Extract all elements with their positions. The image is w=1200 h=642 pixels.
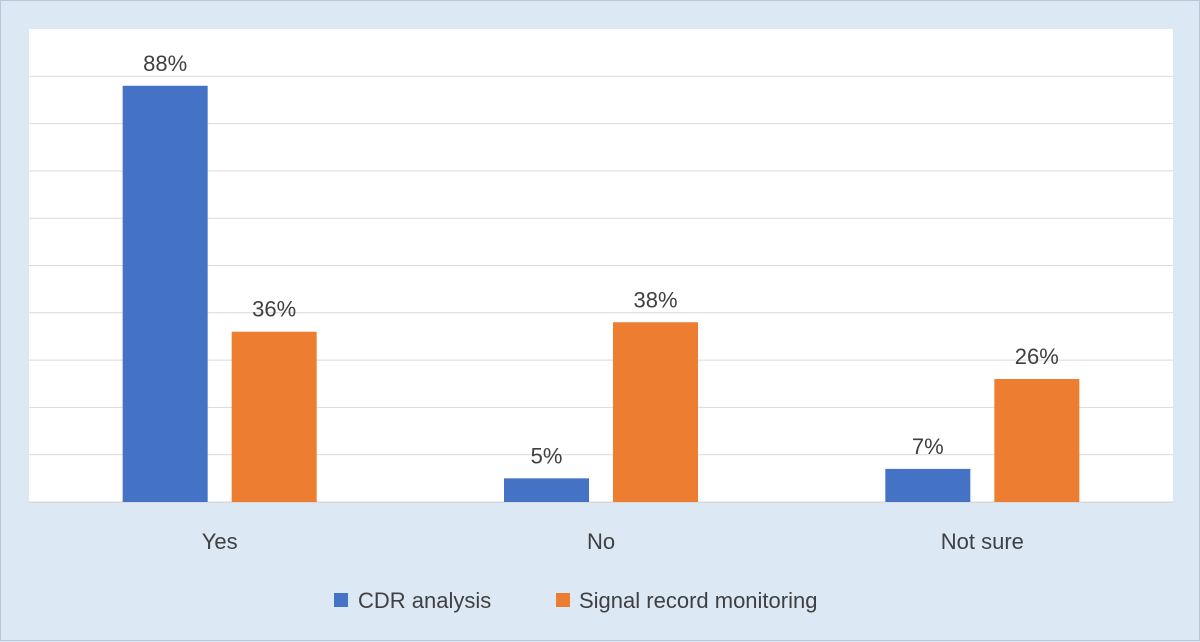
bar-cdr-analysis-not-sure [885, 468, 971, 502]
legend-label: Signal record monitoring [579, 588, 817, 613]
data-label: 36% [252, 297, 296, 322]
data-labels: 88% 36% 5% 38% 7% 26% [143, 51, 1059, 469]
legend-swatch [556, 593, 570, 607]
bar-signal-record-monitoring-no [613, 322, 698, 502]
data-label: 7% [912, 434, 944, 459]
data-label: 38% [633, 287, 677, 312]
legend-swatch [334, 593, 348, 607]
bar-cdr-analysis-yes [122, 85, 208, 502]
legend-label: CDR analysis [358, 588, 491, 613]
bar-cdr-analysis-no [504, 478, 589, 502]
gridlines [29, 75, 1173, 503]
legend: CDR analysis Signal record monitoring [334, 588, 817, 613]
x-tick-label: No [587, 529, 615, 554]
data-label: 5% [531, 443, 563, 468]
data-label: 88% [143, 51, 187, 76]
bar-signal-record-monitoring-not-sure [994, 379, 1080, 502]
x-tick-label: Yes [202, 529, 238, 554]
x-axis-tick-labels: Yes No Not sure [202, 529, 1024, 554]
x-tick-label: Not sure [941, 529, 1024, 554]
data-label: 26% [1015, 344, 1059, 369]
bar-signal-record-monitoring-yes [231, 331, 317, 502]
bars [122, 85, 1080, 502]
